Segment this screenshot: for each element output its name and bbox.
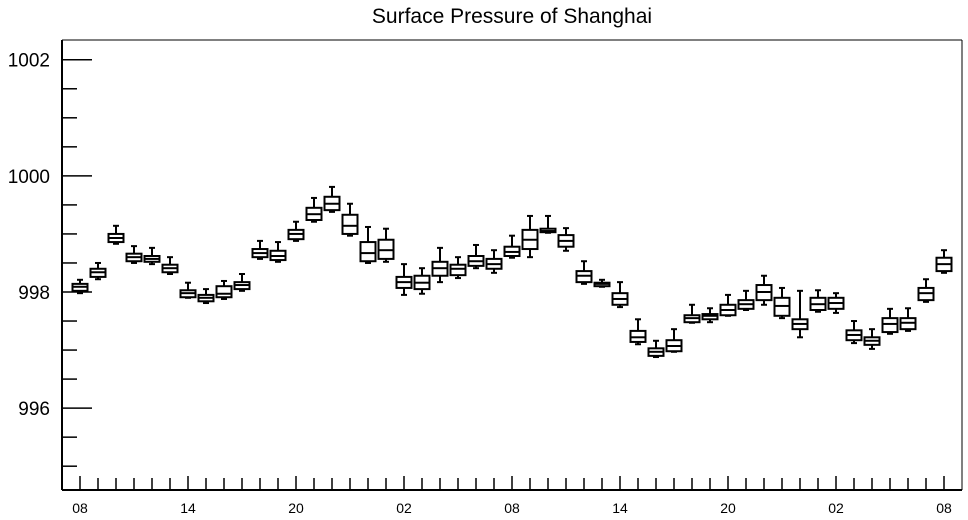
x-tick-label: 08 [936,500,952,516]
box-plot-box [341,202,359,237]
box-body [359,241,377,263]
x-tick-label: 08 [72,500,88,516]
box-plot-box [467,243,485,270]
box-plot-box [485,249,503,274]
box-plot-box [773,286,791,320]
box-plot-box [593,278,611,288]
box-plot-box [719,293,737,317]
box-plot-box [881,307,899,335]
box-plot-box [701,307,719,324]
y-tick-label: 996 [18,399,50,420]
box-plot-box [125,245,143,264]
x-tick-label: 14 [180,500,196,516]
box-plot-box [269,241,287,263]
box-plot-box [611,281,629,309]
x-axis: 08 14 20 02 08 14 20 02 08 [72,476,952,516]
x-tick-label: 14 [612,500,628,516]
x-tick-label: 02 [396,500,412,516]
box-plot-box [71,278,89,295]
box-plot-box [161,256,179,275]
box-plot-box [665,328,683,353]
box-plot-box [863,328,881,350]
box-plot-box [899,307,917,332]
box-plot-box [377,227,395,263]
boxes [71,185,953,359]
box-plot-box [305,196,323,223]
box-plot-box [791,289,809,339]
box-plot-box [737,289,755,311]
chart-title: Surface Pressure of Shanghai [372,5,652,28]
box-plot-box [89,261,107,281]
y-tick-label: 998 [18,283,50,304]
box-plot-box [575,260,593,285]
box-body [215,285,233,299]
x-tick-label: 20 [720,500,736,516]
box-plot-box [197,288,215,305]
box-plot-box [935,249,953,274]
box-plot-box [557,227,575,252]
x-tick-label: 02 [828,500,844,516]
box-plot-box [215,279,233,300]
box-plot-box [359,225,377,264]
box-plot-box [647,339,665,359]
box-plot-box [179,281,197,299]
box-plot-box [755,274,773,306]
box-body [449,263,467,277]
box-plot-box [143,246,161,266]
box-body [881,317,899,334]
box-plot-box [809,289,827,313]
y-axis: 1002 1000 998 996 [8,51,92,467]
plot-frame [61,39,963,491]
box-plot-box [233,273,251,292]
box-plot-box [917,278,935,303]
y-tick-label: 1000 [8,167,50,188]
box-plot-box [503,234,521,259]
box-plot-box [395,263,413,296]
box-plot-box [431,246,449,284]
box-plot-box [413,267,431,295]
box-plot-box [683,303,701,324]
box-plot-box [827,292,845,314]
x-tick-label: 20 [288,500,304,516]
box-plot-box [251,239,269,260]
box-plot-box [845,320,863,345]
box-body [341,213,359,235]
box-plot-box [449,256,467,280]
box-plot-box [521,214,539,259]
box-plot-box [629,318,647,346]
box-plot-box [323,185,341,213]
box-plot-box [287,220,305,242]
box-plot-box [107,224,125,245]
y-tick-label: 1002 [8,51,50,72]
x-tick-label: 08 [504,500,520,516]
box-plot-box [539,214,557,234]
